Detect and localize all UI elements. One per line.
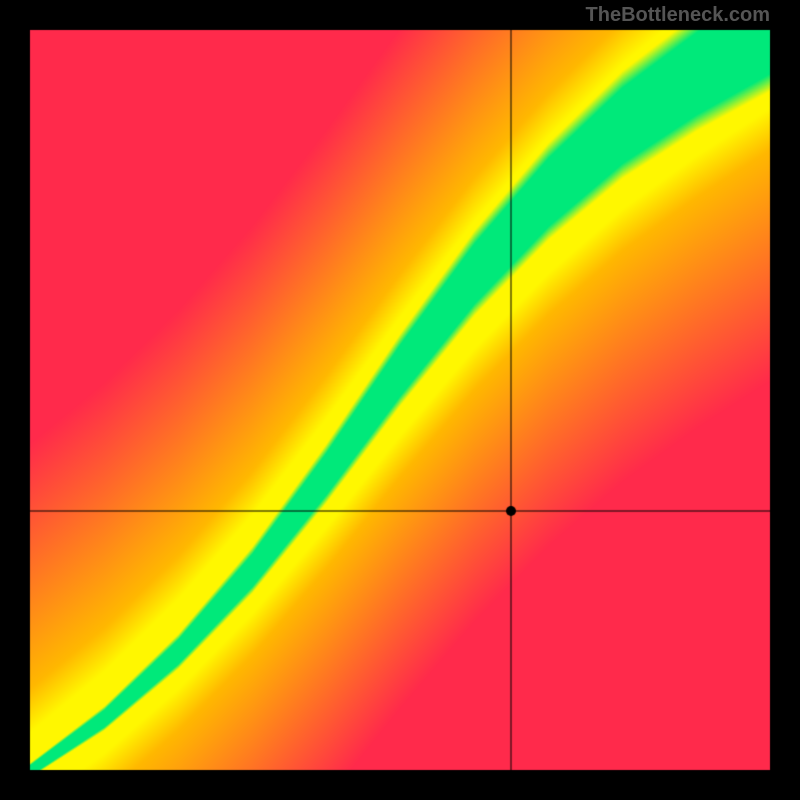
heatmap-canvas <box>0 0 800 800</box>
attribution-text: TheBottleneck.com <box>586 4 770 27</box>
chart-container: TheBottleneck.com <box>0 0 800 800</box>
